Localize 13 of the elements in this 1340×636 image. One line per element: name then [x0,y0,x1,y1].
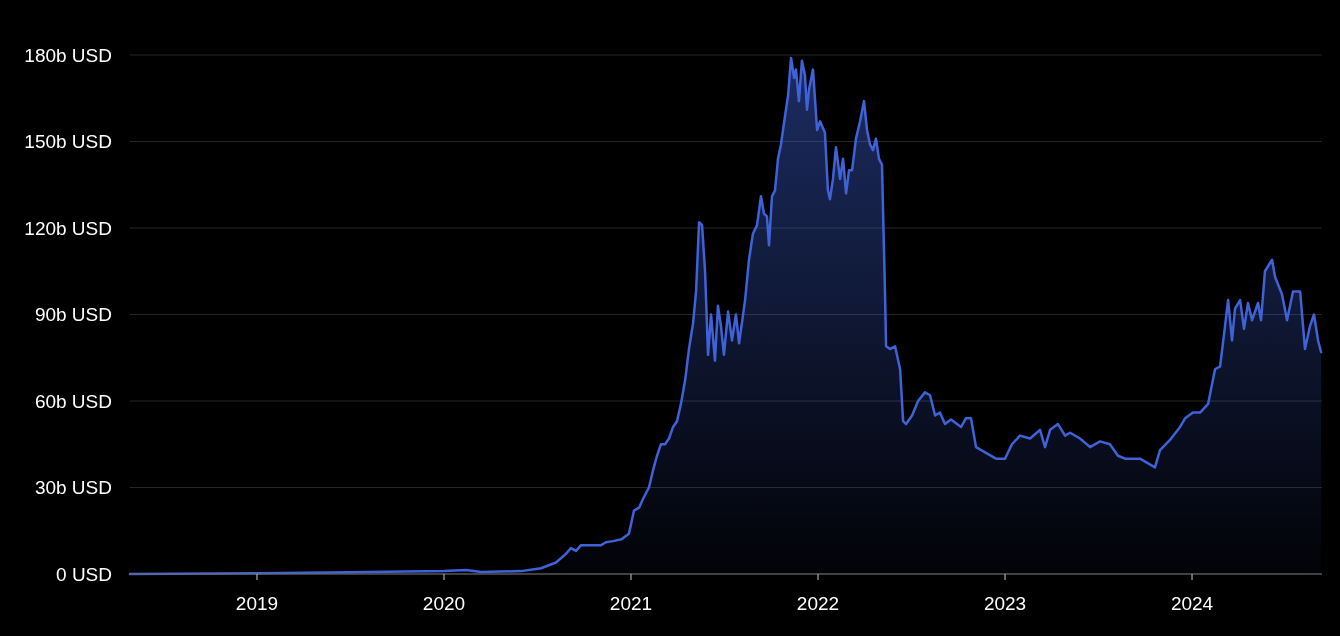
y-tick-label: 90b USD [34,304,112,326]
x-tick-label: 2023 [983,593,1027,614]
x-tick-label: 2022 [796,593,840,614]
y-tick-label: 30b USD [34,477,112,499]
y-tick-label: 60b USD [34,390,112,412]
x-tick-label: 2024 [1170,593,1214,614]
x-tick-label: 2021 [609,593,653,614]
x-tick-label: 2020 [422,593,466,614]
x-tick-label: 2019 [235,593,279,614]
y-tick-label: 180b USD [24,44,112,66]
y-tick-label: 120b USD [24,217,112,239]
y-tick-label: 150b USD [24,131,112,153]
y-tick-label: 0 USD [56,563,112,585]
